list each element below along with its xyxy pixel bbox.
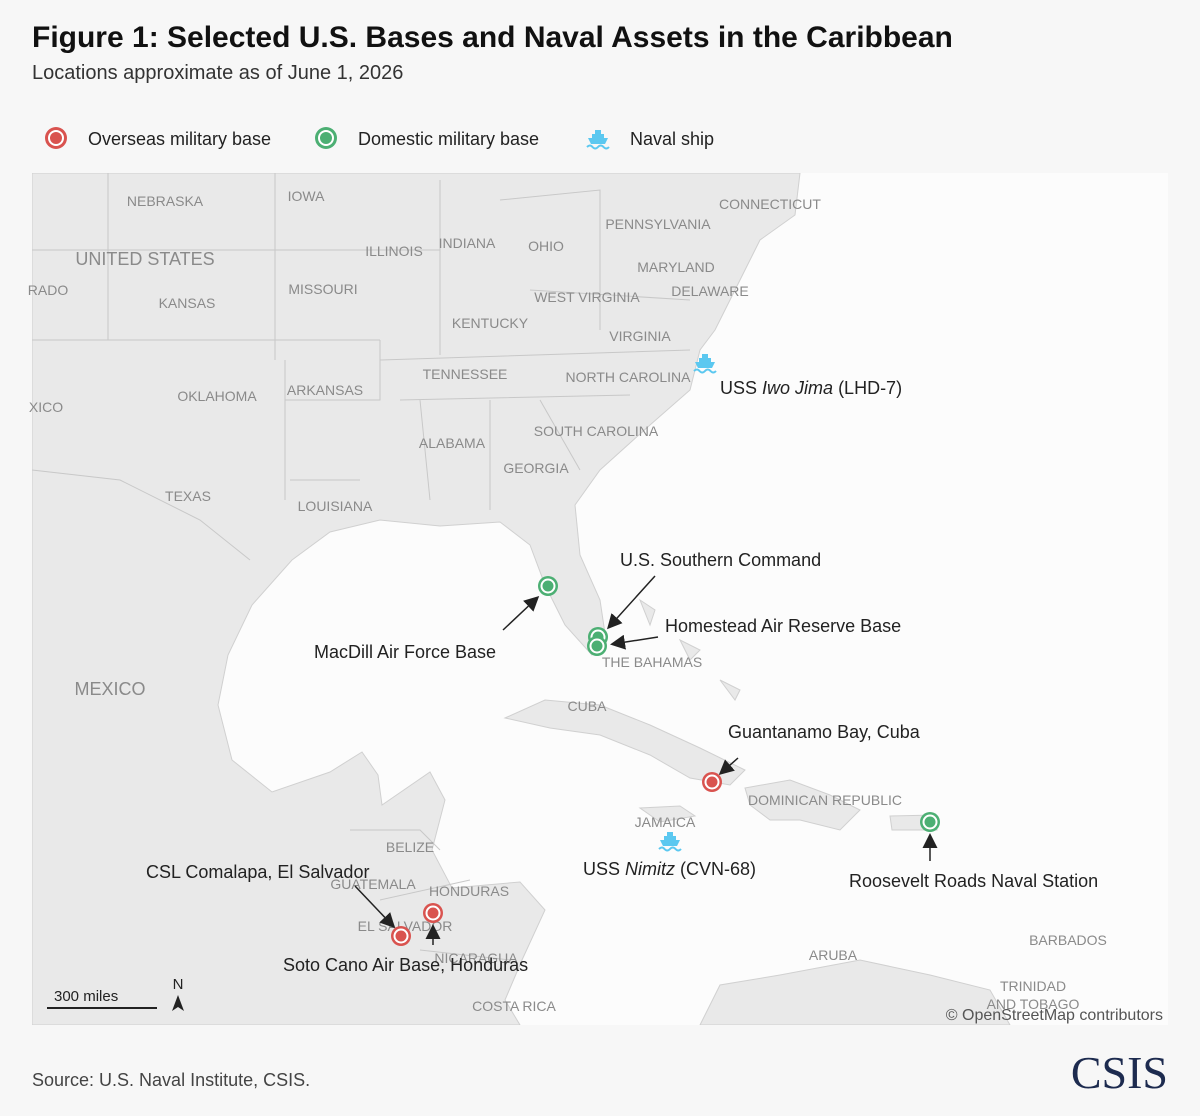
domestic-marker	[920, 812, 940, 832]
place-label: BELIZE	[386, 839, 434, 855]
legend-label: Overseas military base	[88, 129, 271, 149]
ship-name: Iwo Jima	[762, 378, 833, 398]
place-label: COSTA RICA	[472, 998, 556, 1014]
place-label: MEXICO	[74, 679, 145, 699]
place-label: TRINIDAD	[1000, 978, 1066, 994]
legend-label: Naval ship	[630, 129, 714, 149]
base-label: U.S. Southern Command	[620, 550, 821, 570]
state-borders	[32, 173, 691, 510]
base-label: MacDill Air Force Base	[314, 642, 496, 662]
south-america	[699, 959, 1011, 1025]
place-label: ILLINOIS	[365, 243, 423, 259]
domestic-marker	[587, 636, 607, 656]
place-label: RADO	[28, 282, 69, 298]
base-label: Soto Cano Air Base, Honduras	[283, 955, 528, 975]
place-label: CUBA	[568, 698, 608, 714]
place-label: PENNSYLVANIA	[605, 216, 711, 232]
overseas-marker	[702, 772, 722, 792]
place-label: UNITED STATES	[75, 249, 214, 269]
legend-swatch	[586, 129, 610, 150]
place-label: AND TOBAGO	[987, 996, 1080, 1012]
place-label: IOWA	[288, 188, 325, 204]
ship-label: USS Nimitz (CVN-68)	[583, 859, 756, 879]
ship-prefix: USS	[583, 859, 620, 879]
place-label: CONNECTICUT	[719, 196, 821, 212]
place-label: LOUISIANA	[298, 498, 373, 514]
scale-label: 300 miles	[54, 988, 118, 1005]
base-label: Roosevelt Roads Naval Station	[849, 871, 1098, 891]
place-label: DELAWARE	[671, 283, 749, 299]
base-label: Guantanamo Bay, Cuba	[728, 722, 921, 742]
country-borders	[32, 469, 511, 961]
ship-hull: (CVN-68)	[680, 859, 756, 879]
place-label: TEXAS	[165, 488, 211, 504]
place-label: JAMAICA	[635, 814, 696, 830]
logo: CSIS	[1071, 1047, 1168, 1098]
place-label: TENNESSEE	[423, 366, 508, 382]
cuba	[503, 699, 746, 786]
place-label: MISSOURI	[288, 281, 357, 297]
domestic-markers	[538, 576, 940, 832]
place-label: GEORGIA	[503, 460, 569, 476]
place-label: NEBRASKA	[127, 193, 204, 209]
base-label: Homestead Air Reserve Base	[665, 616, 901, 636]
place-label: KANSAS	[159, 295, 216, 311]
place-label: SOUTH CAROLINA	[534, 423, 659, 439]
ship-label: USS Iwo Jima (LHD-7)	[720, 378, 902, 398]
marker-labels: Guantanamo Bay, Cuba CSL Comalapa, El Sa…	[146, 378, 1098, 975]
domestic-marker	[538, 576, 558, 596]
overseas-markers	[391, 772, 722, 946]
place-label: NORTH CAROLINA	[566, 369, 692, 385]
legend: Overseas military base Domestic military…	[45, 127, 714, 150]
base-label: CSL Comalapa, El Salvador	[146, 862, 369, 882]
hispaniola	[744, 779, 861, 831]
place-label: WEST VIRGINIA	[534, 289, 640, 305]
north-arrow	[172, 995, 184, 1011]
jamaica	[638, 805, 697, 823]
map	[32, 173, 1168, 1025]
ship-prefix: USS	[720, 378, 757, 398]
ship-hull: (LHD-7)	[838, 378, 902, 398]
place-labels: NEBRASKA IOWA CONNECTICUT PENNSYLVANIA I…	[28, 188, 1107, 1014]
place-label: THE BAHAMAS	[602, 654, 702, 670]
place-label: GUATEMALA	[330, 876, 416, 892]
place-label: INDIANA	[439, 235, 496, 251]
place-label: OKLAHOMA	[177, 388, 257, 404]
legend-label: Domestic military base	[358, 129, 539, 149]
arrows	[354, 575, 938, 945]
place-label: MARYLAND	[637, 259, 715, 275]
place-label: XICO	[29, 399, 63, 415]
source: Source: U.S. Naval Institute, CSIS.	[32, 1070, 310, 1090]
place-label: OHIO	[528, 238, 564, 254]
place-label: DOMINICAN REPUBLIC	[748, 792, 902, 808]
subtitle: Locations approximate as of June 1, 2026	[32, 62, 403, 84]
bahamas	[638, 598, 741, 701]
place-label: HONDURAS	[429, 883, 509, 899]
place-label: NICARAGUA	[434, 950, 518, 966]
place-label: ARUBA	[809, 947, 858, 963]
place-label: ALABAMA	[419, 435, 486, 451]
ship-name: Nimitz	[625, 859, 675, 879]
north-label: N	[173, 976, 184, 993]
place-label: KENTUCKY	[452, 315, 529, 331]
place-label: ARKANSAS	[287, 382, 363, 398]
place-label: VIRGINIA	[609, 328, 671, 344]
mainland	[32, 173, 801, 1025]
overseas-marker	[423, 903, 443, 923]
attribution: © OpenStreetMap contributors	[946, 1007, 1163, 1024]
overseas-marker	[391, 926, 411, 946]
place-label: BARBADOS	[1029, 932, 1107, 948]
title: Figure 1: Selected U.S. Bases and Naval …	[32, 21, 953, 54]
